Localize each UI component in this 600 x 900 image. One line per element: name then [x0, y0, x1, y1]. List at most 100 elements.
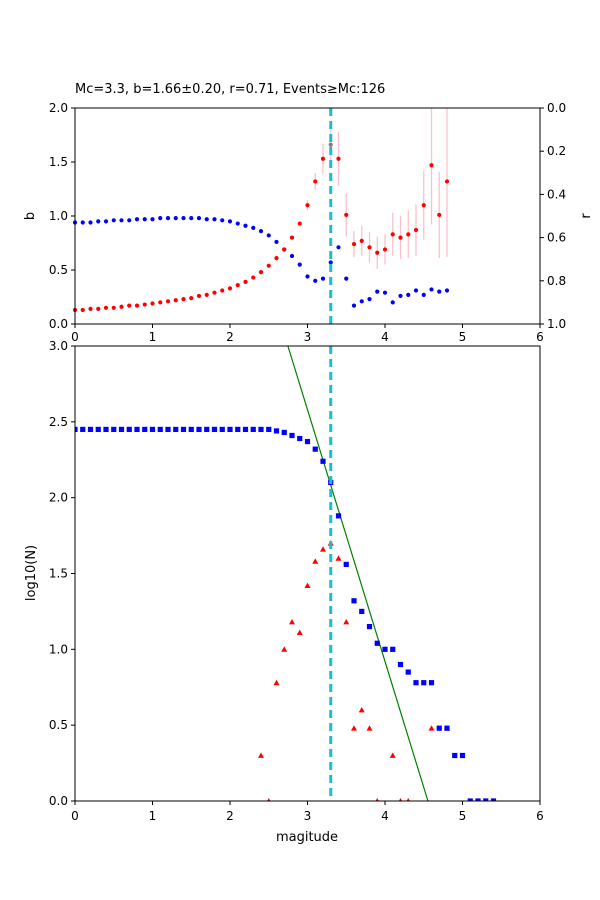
cumulative-point [118, 426, 125, 433]
b-point [80, 307, 85, 313]
b-point [196, 293, 202, 299]
cumulative-point [258, 426, 264, 433]
cumulative-point [235, 426, 241, 433]
cumulative-point [335, 513, 342, 519]
incremental-point [375, 798, 379, 801]
b-point [429, 163, 434, 168]
top-right-y-tick-label: 0.4 [547, 187, 566, 201]
b-point [88, 306, 93, 311]
r-point [165, 216, 171, 221]
top-y-label: b [23, 212, 38, 220]
top-y-tick-label: 0.5 [49, 263, 68, 277]
bottom-x-tick-label: 6 [536, 809, 544, 823]
top-y-tick-label: 0.0 [49, 317, 68, 331]
cumulative-series [75, 426, 497, 801]
cumulative-point [219, 426, 225, 433]
cumulative-point [413, 680, 419, 686]
bottom-y-label: log10(N) [24, 545, 39, 601]
top-y-ticks: 0.0 0.5 1.0 1.5 2.0 [49, 101, 75, 331]
cumulative-point [142, 426, 148, 433]
r-point [289, 253, 295, 259]
incremental-point [428, 725, 435, 731]
b-series [72, 142, 450, 313]
bottom-x-tick-label: 2 [226, 809, 234, 823]
incremental-point [398, 798, 403, 801]
r-point [413, 288, 419, 293]
top-x-tick-label: 1 [149, 330, 157, 344]
r-point [134, 217, 140, 222]
r-point [382, 290, 388, 295]
incremental-point [296, 629, 303, 636]
incremental-point [389, 752, 396, 758]
top-x-tick-label: 3 [304, 330, 312, 344]
r-point [375, 289, 380, 294]
bottom-x-tick-label: 0 [71, 809, 79, 823]
r-point [274, 239, 279, 245]
incremental-point [343, 619, 350, 625]
top-right-y-tick-label: 1.0 [547, 317, 566, 331]
top-right-y-ticks: 0.0 0.2 0.4 0.6 0.8 1.0 [540, 101, 566, 331]
b-point [359, 238, 364, 243]
incremental-point [304, 582, 311, 589]
cumulative-point [173, 426, 179, 433]
b-point [266, 263, 271, 268]
cumulative-point [397, 661, 404, 668]
b-point [134, 303, 140, 308]
b-point [258, 270, 264, 275]
b-point [421, 203, 426, 208]
bottom-y-tick-label: 2.5 [49, 415, 68, 429]
cumulative-point [421, 680, 427, 686]
b-point [313, 179, 318, 184]
b-point [173, 298, 178, 303]
r-point [212, 217, 217, 222]
cumulative-point [304, 438, 311, 445]
incremental-point [406, 798, 410, 801]
cumulative-point [490, 798, 497, 801]
b-point [336, 156, 341, 161]
incremental-point [366, 725, 373, 731]
r-point [336, 245, 341, 250]
cumulative-point [405, 669, 411, 675]
bottom-x-tick-label: 5 [459, 809, 467, 823]
cumulative-point [204, 426, 210, 433]
b-point [127, 303, 132, 308]
b-point [413, 227, 419, 233]
r-point [227, 219, 233, 224]
r-point [328, 260, 333, 265]
cumulative-point [95, 426, 101, 433]
cumulative-point [436, 725, 442, 731]
b-point [150, 301, 155, 306]
r-point [444, 288, 450, 293]
cumulative-point [297, 435, 303, 442]
r-point [88, 220, 93, 225]
bottom-y-tick-label: 2.0 [49, 491, 68, 505]
top-right-y-tick-label: 0.0 [547, 101, 566, 115]
top-x-tick-label: 5 [459, 330, 467, 344]
cumulative-point [382, 646, 388, 652]
top-right-y-tick-label: 0.6 [547, 231, 566, 245]
bottom-y-tick-label: 0.0 [49, 794, 68, 808]
b-point [351, 241, 357, 247]
r-point [103, 219, 109, 224]
bottom-y-tick-label: 1.5 [49, 567, 68, 581]
cumulative-point [227, 426, 233, 433]
cumulative-point [165, 426, 171, 433]
cumulative-point [459, 752, 466, 759]
cumulative-point [366, 623, 373, 630]
cumulative-point [374, 640, 380, 646]
r-point [158, 216, 163, 221]
cumulative-point [467, 798, 473, 801]
r-point [297, 262, 302, 267]
incremental-point [267, 798, 271, 801]
cumulative-point [180, 426, 187, 433]
r-point [359, 299, 364, 304]
b-point [274, 256, 279, 261]
bottom-y-tick-label: 0.5 [49, 718, 68, 732]
r-series [72, 216, 450, 308]
cumulative-point [126, 426, 132, 433]
r-point [437, 289, 442, 294]
r-point [406, 292, 411, 297]
r-point [305, 274, 310, 279]
incremental-point [258, 752, 264, 758]
r-point [119, 218, 124, 223]
